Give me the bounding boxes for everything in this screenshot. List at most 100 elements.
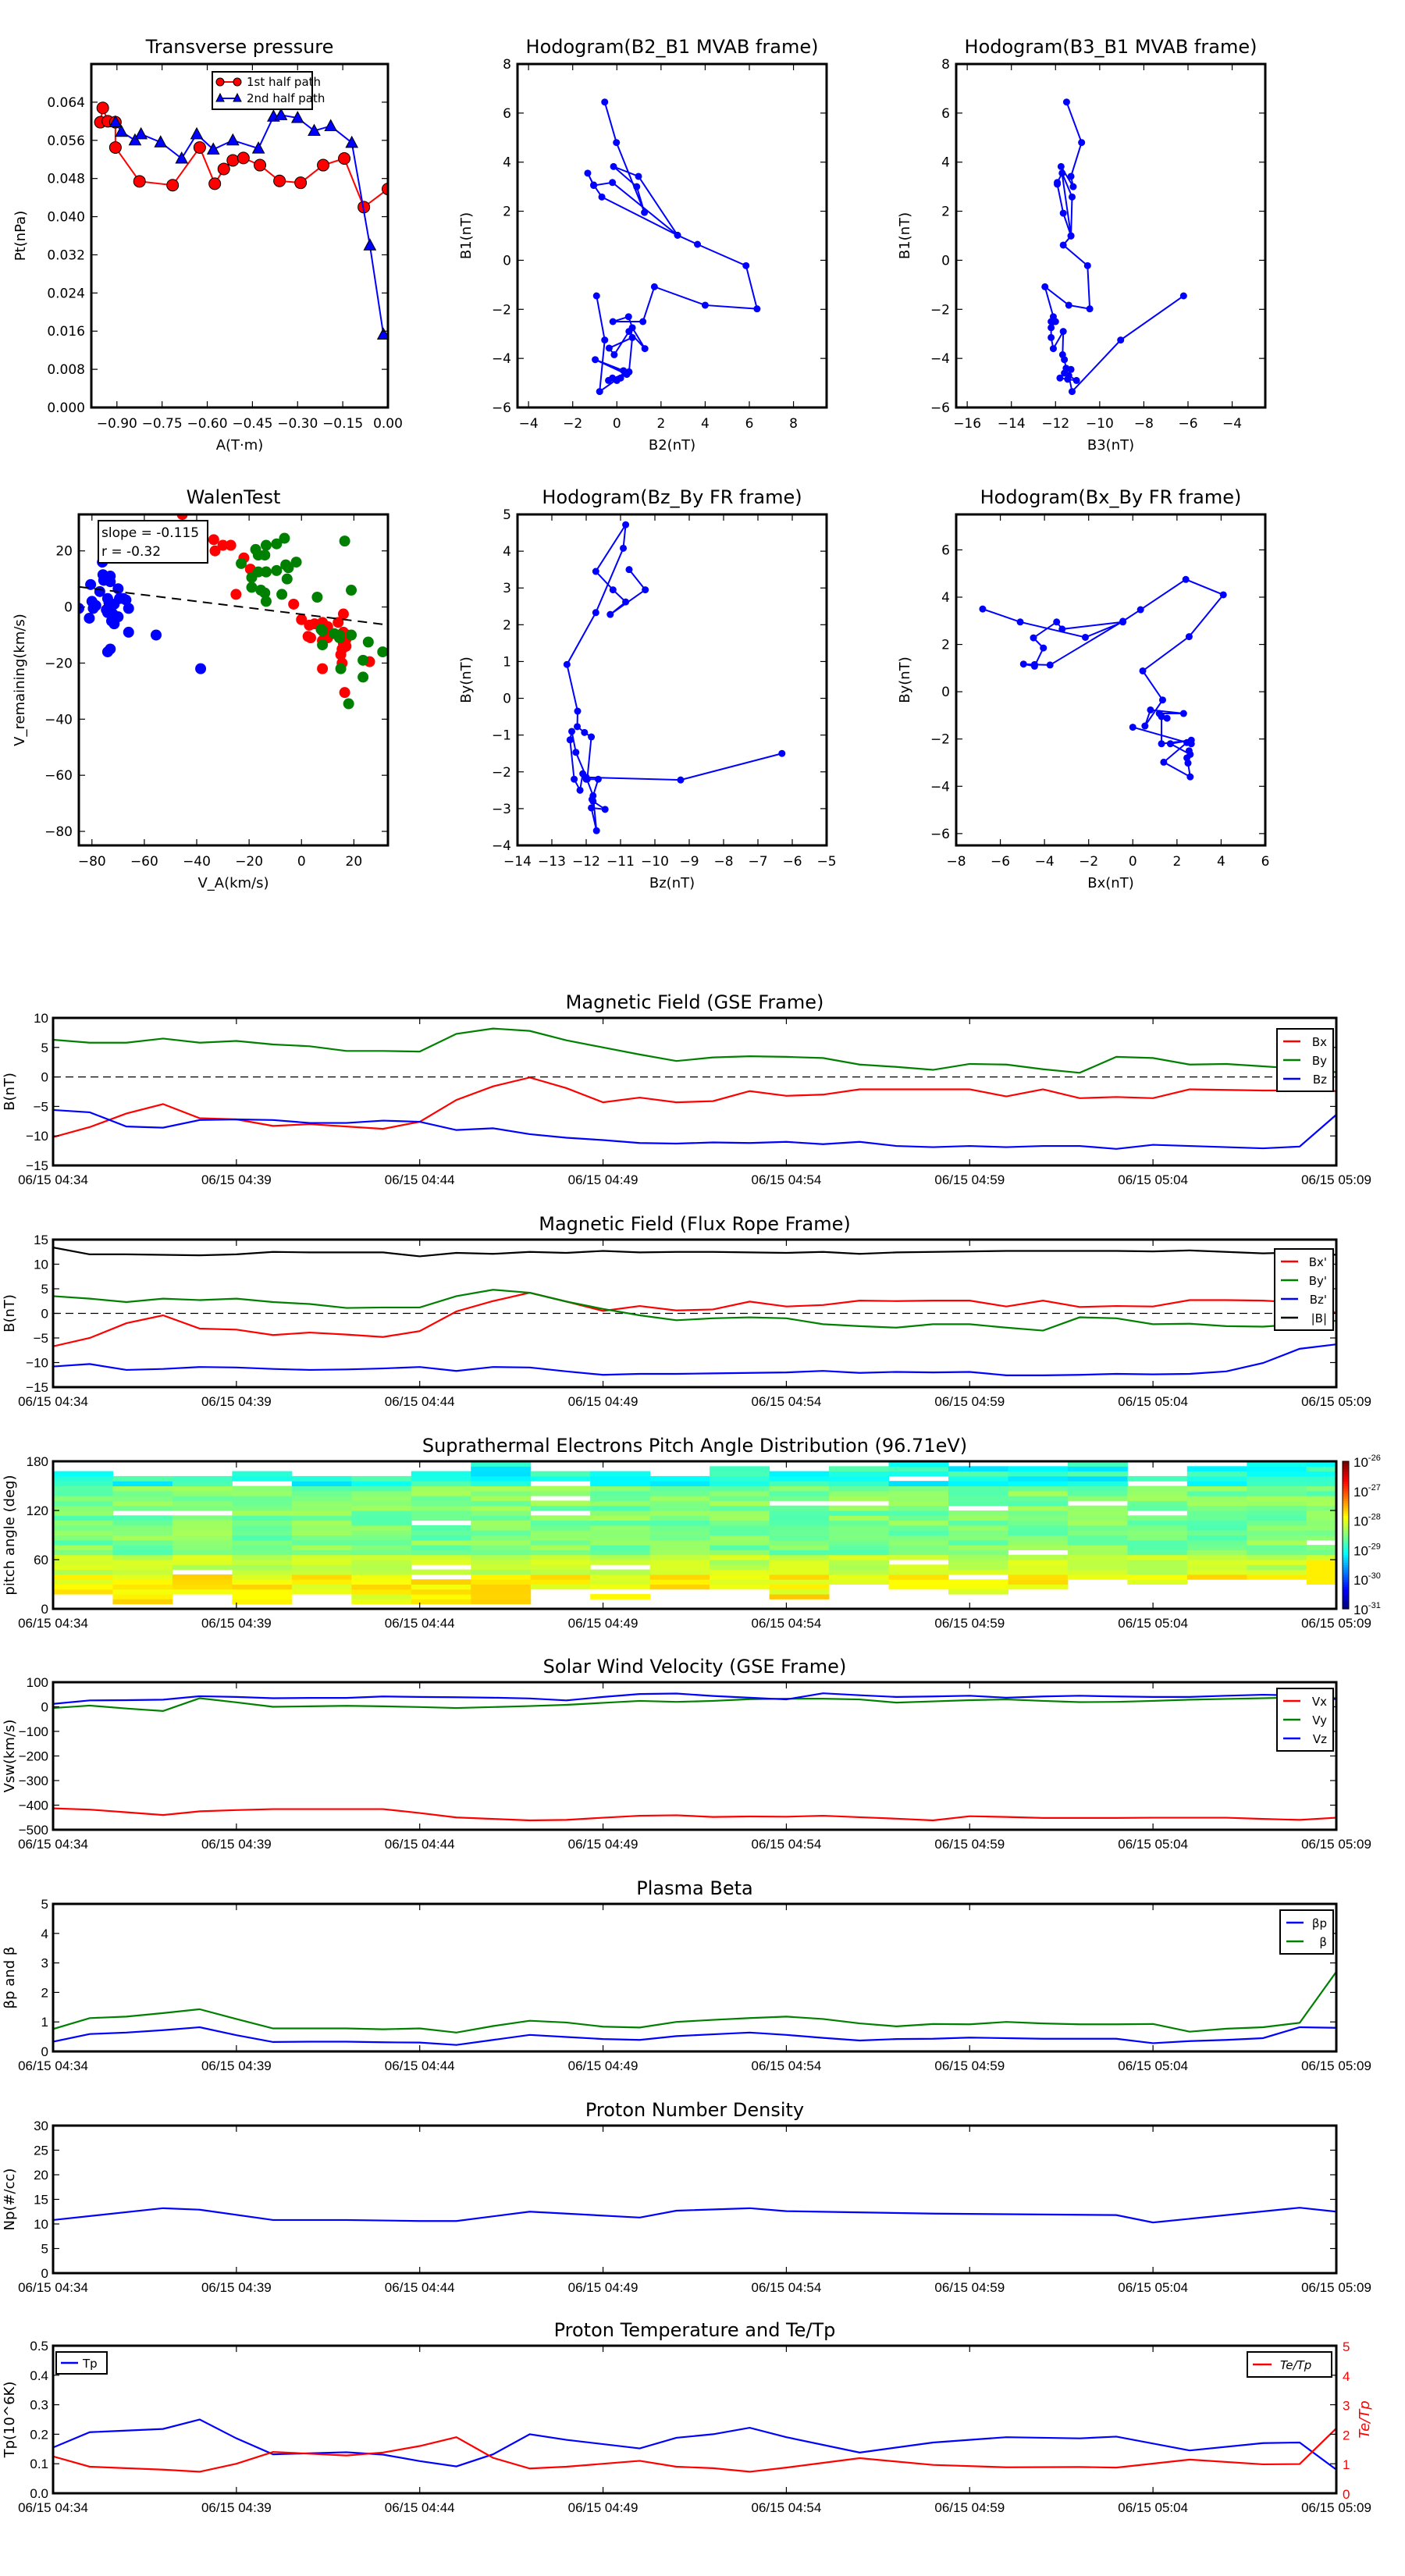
heatmap-cell <box>112 1505 173 1511</box>
heatmap-cell <box>112 1496 173 1501</box>
heatmap-cell <box>888 1490 949 1496</box>
legend-label: By' <box>1309 1274 1327 1288</box>
heatmap-cell <box>471 1579 532 1585</box>
y-tick-label: −4 <box>930 779 950 795</box>
x-tick-label: 06/15 04:59 <box>934 2280 1005 2295</box>
heatmap-cell <box>769 1560 830 1565</box>
heatmap-cell <box>1247 1569 1307 1575</box>
heatmap-cell <box>1247 1539 1307 1546</box>
chart-title: Magnetic Field (GSE Frame) <box>566 991 824 1013</box>
data-point <box>1158 740 1165 748</box>
heatmap-cell <box>232 1554 293 1560</box>
heatmap-cell <box>710 1584 770 1590</box>
heatmap-cell <box>1186 1569 1247 1575</box>
heatmap-cell <box>411 1594 471 1599</box>
y2-tick-label: 0 <box>1343 2487 1350 2502</box>
chart-pad: Suprathermal Electrons Pitch Angle Distr… <box>2 1435 1381 1631</box>
y-tick-label: 6 <box>941 106 950 122</box>
colorbar-segment <box>1343 1545 1349 1548</box>
colorbar-segment <box>1343 1567 1349 1571</box>
x-tick-label: 0.00 <box>373 416 403 432</box>
heatmap-cell <box>769 1539 830 1546</box>
series-line-Bx' <box>53 1291 1336 1347</box>
heatmap-cell <box>53 1496 113 1501</box>
scatter-point-green <box>362 636 374 648</box>
heatmap-cell <box>1186 1550 1247 1556</box>
heatmap-cell <box>53 1550 113 1556</box>
chart-hodogram_bz_by: Hodogram(Bz_By FR frame)−14 −13 −12 −11 −10−… <box>458 486 837 891</box>
x-tick-label: 06/15 05:09 <box>1301 2058 1371 2073</box>
heatmap-cell <box>948 1485 1008 1492</box>
colorbar-segment <box>1343 1488 1349 1492</box>
heatmap-cell <box>530 1550 591 1556</box>
heatmap-cell <box>471 1574 532 1580</box>
heatmap-cell <box>590 1550 651 1556</box>
colorbar-segment <box>1343 1582 1349 1585</box>
series-line-Bx_By <box>982 578 1225 779</box>
data-point <box>1179 710 1187 717</box>
data-point <box>778 749 786 757</box>
y-axis-label: Pt(nPa) <box>12 211 29 261</box>
heatmap-cell <box>1306 1471 1336 1477</box>
heatmap-cell <box>1067 1490 1128 1496</box>
data-point <box>572 749 580 756</box>
data-point <box>635 173 642 180</box>
heatmap-cell <box>710 1539 770 1546</box>
heatmap-cell <box>948 1475 1008 1482</box>
heatmap-cell <box>1067 1510 1128 1516</box>
heatmap-cell <box>590 1554 651 1560</box>
heatmap-cell <box>1127 1535 1188 1541</box>
data-point <box>601 98 609 106</box>
y-tick-label: 100 <box>27 1675 48 1690</box>
data-point <box>1041 283 1049 290</box>
heatmap-cell <box>1186 1545 1247 1550</box>
heatmap-cell <box>1127 1520 1188 1526</box>
data-point <box>294 176 308 190</box>
heatmap-cell <box>1306 1530 1336 1535</box>
y-tick-label: 3 <box>41 1956 48 1971</box>
data-point <box>1067 232 1075 240</box>
heatmap-cell <box>172 1584 233 1590</box>
heatmap-cell <box>53 1589 113 1595</box>
colorbar-segment <box>1343 1513 1349 1516</box>
scatter-point-blue <box>90 600 101 611</box>
data-point <box>609 586 617 594</box>
heatmap-cell <box>649 1584 710 1590</box>
heatmap-cell <box>112 1550 173 1556</box>
heatmap-cell <box>1186 1535 1247 1541</box>
scatter-point-green <box>276 589 288 600</box>
data-point <box>620 544 628 552</box>
data-point <box>1136 606 1144 614</box>
x-tick-label: 06/15 04:34 <box>18 2500 88 2515</box>
heatmap-cell <box>351 1569 412 1575</box>
heatmap-cell <box>53 1579 113 1585</box>
heatmap-cell <box>888 1520 949 1526</box>
heatmap-cell <box>769 1490 830 1496</box>
scatter-point-green <box>339 535 350 547</box>
y-tick-label: 60 <box>34 1553 48 1567</box>
heatmap-cell <box>1008 1539 1069 1546</box>
data-point <box>1119 617 1127 625</box>
data-point <box>568 728 576 735</box>
chart-title: Hodogram(Bx_By FR frame) <box>980 486 1242 508</box>
legend <box>212 71 313 110</box>
x-tick-label: −8 <box>713 854 733 870</box>
heatmap-cell <box>53 1564 113 1571</box>
heatmap-cell <box>411 1475 471 1482</box>
heatmap-cell <box>1067 1554 1128 1560</box>
heatmap-cell <box>649 1554 710 1560</box>
heatmap-cell <box>351 1574 412 1580</box>
heatmap-cell <box>948 1569 1008 1575</box>
x-tick-label: 06/15 05:04 <box>1118 1394 1188 1409</box>
y-tick-label: −200 <box>19 1749 48 1764</box>
heatmap-cell <box>590 1520 651 1526</box>
y-tick-label: 0.016 <box>47 324 85 340</box>
heatmap-cell <box>769 1554 830 1560</box>
chart-title: WalenTest <box>187 486 281 508</box>
scatter-point-green <box>333 632 345 644</box>
x-tick-label: 06/15 04:54 <box>752 1616 822 1631</box>
heatmap-cell <box>888 1579 949 1585</box>
heatmap-cell <box>471 1520 532 1526</box>
heatmap-cell <box>1306 1490 1336 1496</box>
heatmap-cell <box>351 1554 412 1560</box>
